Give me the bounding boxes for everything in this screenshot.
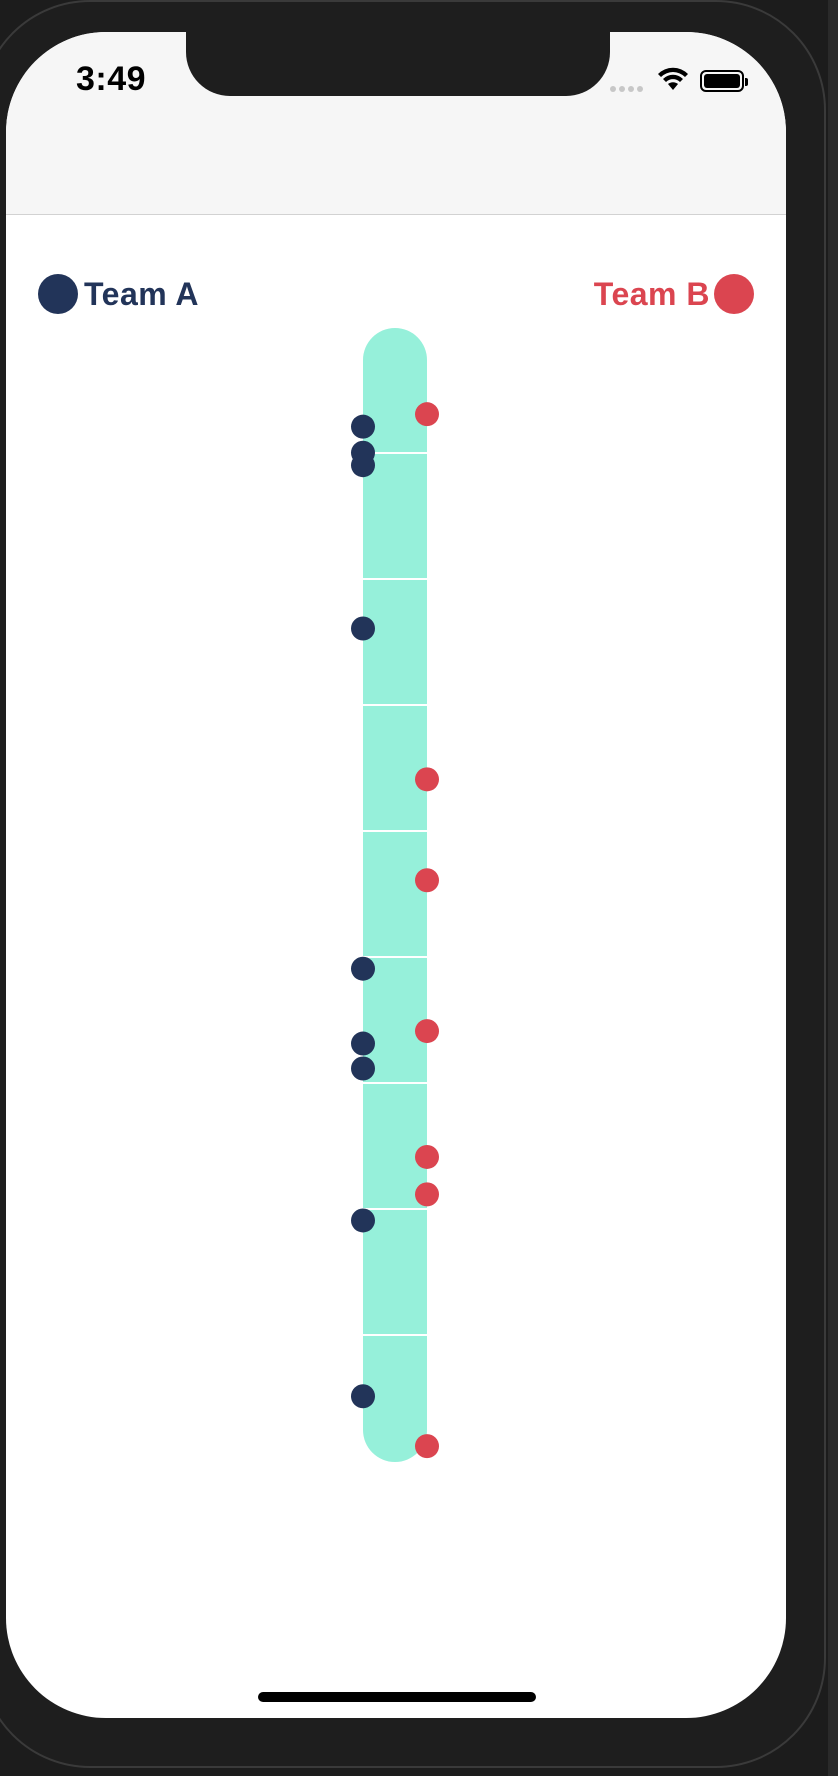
battery-icon [700,70,748,92]
home-indicator [258,1692,536,1702]
team-a-dot [38,274,78,314]
team-b-event-marker [415,868,439,893]
team-a-event-marker [351,414,375,439]
team-b-event-marker [415,1019,439,1044]
team-b-event-marker [415,402,439,427]
track-divider [363,578,427,580]
app-screen: 3:49 Team A Team B [6,32,786,1718]
track-divider [363,452,427,454]
track-fill [363,328,427,1462]
background-window-edge [828,0,838,1776]
team-b-event-marker [415,1144,439,1169]
track-divider [363,1208,427,1210]
team-b-label: Team B [593,275,710,312]
team-a-event-marker [351,1056,375,1081]
team-a-event-marker [351,956,375,981]
team-a-event-marker [351,1208,375,1233]
timeline-track [363,328,427,1462]
team-a-label: Team A [84,275,200,312]
team-b-dot [714,274,754,314]
cellular-signal-icon [610,86,643,92]
track-divider [363,704,427,706]
team-b-event-marker [415,767,439,792]
legend-team-a: Team A [38,274,199,314]
timeline-track-segments [363,328,427,1462]
wifi-icon [658,67,688,90]
navigation-bar: 3:49 [6,32,786,215]
event-markers [351,402,439,1459]
track-divider [363,956,427,958]
legend-team-b: Team B [594,274,754,314]
status-time: 3:49 [76,60,147,98]
track-divider [363,1082,427,1084]
track-divider [363,1334,427,1336]
team-a-event-marker [351,1384,375,1409]
team-b-event-marker [415,1182,439,1207]
team-a-event-marker [351,453,375,478]
team-b-event-marker [415,1434,439,1459]
device-notch [186,32,610,96]
track-divider [363,830,427,832]
team-a-event-marker [351,616,375,641]
team-a-event-marker [351,1031,375,1056]
